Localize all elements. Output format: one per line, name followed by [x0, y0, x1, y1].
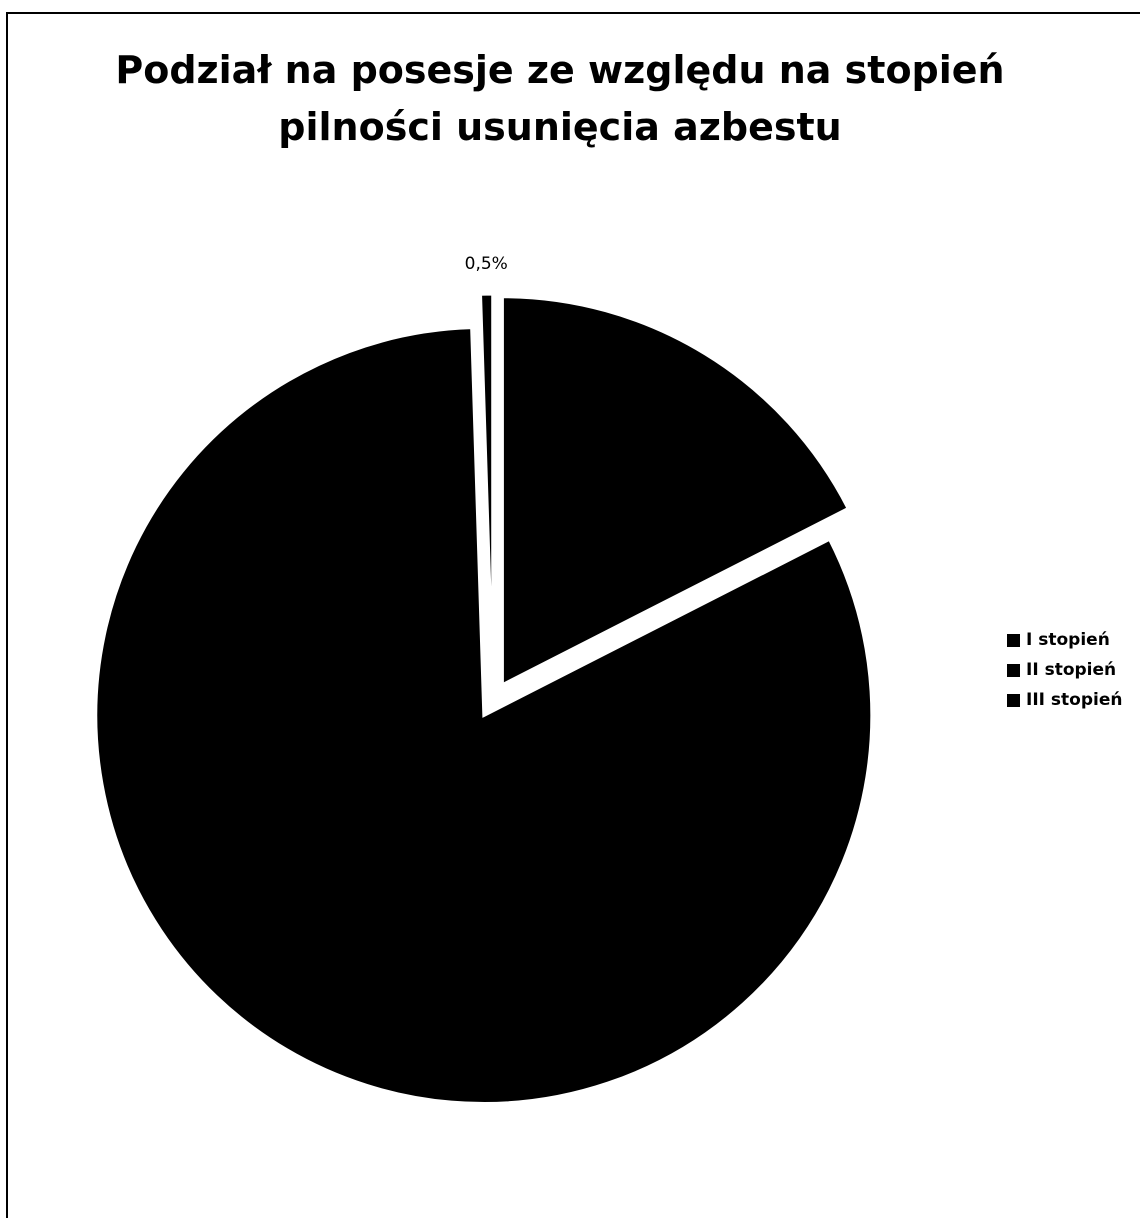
legend-swatch: [1007, 633, 1020, 647]
pie-slices: [94, 292, 874, 1105]
legend-item-iii-stopien: III stopień: [1007, 688, 1122, 712]
legend: I stopień II stopień III stopień: [1007, 628, 1122, 718]
legend-item-ii-stopien: II stopień: [1007, 658, 1122, 682]
pie-data-label-3: 0,5%: [465, 254, 508, 274]
legend-swatch: [1007, 663, 1020, 677]
pie-slice-1: [500, 295, 851, 688]
chart-title: Podział na posesje ze względu na stopień…: [60, 42, 1060, 156]
chart-title-line-2: pilności usunięcia azbestu: [278, 105, 842, 149]
pie-slice-2: [94, 326, 874, 1105]
pie-slice-3: [478, 292, 495, 683]
pie-data-labels: 0,5%: [465, 254, 508, 274]
chart-title-line-1: Podział na posesje ze względu na stopień: [115, 48, 1005, 92]
legend-item-i-stopien: I stopień: [1007, 628, 1122, 652]
legend-label: II stopień: [1026, 660, 1117, 680]
legend-swatch: [1007, 693, 1020, 707]
legend-label: I stopień: [1026, 630, 1110, 650]
legend-label: III stopień: [1026, 690, 1123, 710]
